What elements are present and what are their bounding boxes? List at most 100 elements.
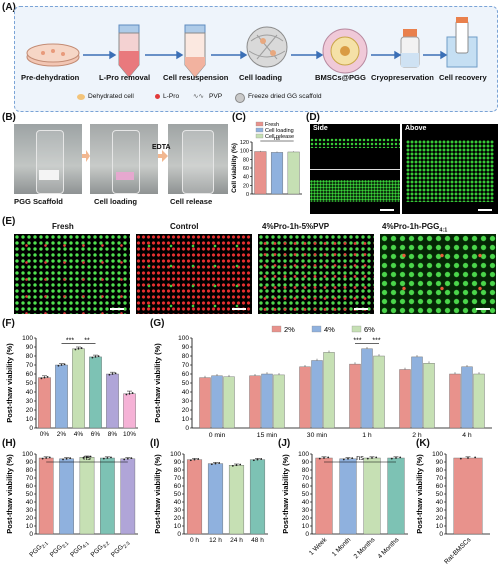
y-tick-label: 100	[178, 335, 189, 342]
legend-label: 6%	[364, 325, 375, 334]
data-point	[114, 372, 117, 375]
significance-label: ***	[66, 338, 74, 345]
x-tick-label: 2 Months	[353, 536, 377, 560]
data-point	[130, 457, 133, 460]
y-tick-label: 70	[174, 475, 182, 482]
bar	[79, 457, 95, 535]
y-tick-label: 100	[22, 451, 33, 458]
panel-f-label: (F)	[2, 318, 15, 329]
data-point	[371, 457, 373, 459]
data-point	[45, 457, 48, 459]
bar	[120, 458, 136, 535]
data-point	[210, 463, 213, 466]
caption-side: Side	[313, 125, 328, 132]
y-tick-label: 80	[182, 353, 190, 360]
y-tick-label: 80	[243, 157, 249, 163]
y-tick-label: 0	[305, 531, 309, 538]
petri-dish-icon	[26, 43, 80, 67]
live-dead-pro-pvp	[258, 234, 374, 314]
y-tick-label: 80	[436, 467, 444, 474]
chart-k: Post-thaw viability (%) 01020304050607080…	[415, 451, 490, 566]
bar	[228, 465, 245, 535]
x-tick-label: 15 min	[257, 432, 278, 439]
bar	[186, 459, 203, 535]
data-point	[94, 356, 97, 358]
caption-fresh: Fresh	[52, 222, 74, 231]
y-tick-label: 50	[436, 491, 444, 498]
scaffold-legend-icon	[235, 93, 245, 103]
y-tick-label: 80	[174, 467, 182, 474]
chart-g: Post-thaw viability (%) 0 10 20 30 40 50 60 70 80…	[153, 325, 492, 439]
bar	[254, 151, 267, 195]
y-tick-label: 90	[302, 459, 310, 466]
y-tick-label: 80	[302, 467, 310, 474]
significance-label: ns	[274, 136, 280, 142]
legend-freeze-dried-scaffold: Freeze dried GG scaffold	[248, 93, 322, 100]
data-point	[214, 462, 217, 465]
y-tick-label: 10	[26, 523, 34, 530]
bar	[38, 457, 54, 535]
y-tick-label: 60	[26, 371, 34, 378]
x-tick-label: 0%	[40, 431, 50, 438]
data-point	[60, 364, 63, 366]
confocal-side-view	[310, 124, 400, 214]
bar	[89, 356, 102, 429]
edta-label: EDTA	[152, 144, 171, 151]
y-tick-label: 100	[170, 451, 181, 458]
x-tick-label: 6%	[91, 431, 101, 438]
y-tick-label: 80	[26, 353, 34, 360]
data-point	[218, 462, 221, 464]
data-point	[375, 456, 378, 459]
data-point	[40, 377, 43, 380]
step-cryopreservation: Cryopreservation	[371, 73, 434, 82]
live-dead-control	[136, 234, 252, 314]
data-point	[347, 457, 349, 460]
y-tick-label: 30	[26, 398, 34, 405]
y-tick-label: 40	[182, 389, 190, 396]
bar	[453, 457, 483, 535]
bar	[349, 363, 361, 429]
step-labels: Pre-dehydration L-Pro removal Cell resus…	[15, 73, 497, 87]
bar	[207, 463, 224, 535]
x-tick-label: 4%	[74, 431, 84, 438]
y-tick-label: 0	[439, 531, 443, 538]
caption-above: Above	[405, 125, 427, 132]
chart-c: Cell viability (%)020406080100120FreshCe…	[231, 121, 302, 198]
bar	[55, 364, 68, 429]
y-axis-label: Post-thaw viability (%)	[153, 454, 162, 534]
bar	[287, 151, 300, 195]
y-tick-label: 60	[436, 483, 444, 490]
y-tick-label: 90	[436, 459, 444, 466]
y-tick-label: 90	[182, 344, 190, 351]
caption-cell-loading: Cell loading	[94, 197, 138, 206]
bar	[211, 375, 223, 429]
data-point	[65, 457, 68, 460]
bar	[361, 348, 373, 429]
significance-label: **	[84, 338, 90, 345]
data-point	[235, 464, 238, 467]
x-tick-label: 10%	[123, 431, 136, 438]
data-point	[260, 458, 263, 460]
chart-f: Post-thaw viability (%) 0 10 20 30 40 50 60 70 80…	[5, 335, 138, 438]
step-cell-loading: Cell loading	[239, 73, 283, 82]
significance-label: ***	[353, 338, 361, 345]
y-tick-label: 40	[26, 499, 34, 506]
y-tick-label: 10	[26, 416, 34, 423]
caption-pgg-scaffold: PGG Scaffold	[14, 197, 63, 206]
y-tick-label: 20	[243, 183, 249, 189]
significance-label: ns	[356, 455, 364, 462]
step-l-pro-removal: L-Pro removal	[99, 73, 151, 82]
y-tick-label: 70	[302, 475, 310, 482]
x-tick-label: 2%	[57, 431, 67, 438]
data-point	[399, 456, 402, 459]
y-tick-label: 60	[26, 483, 34, 490]
legend-l-pro: L-Pro	[163, 93, 180, 100]
y-tick-label: 0	[29, 531, 33, 538]
x-tick-label: 4 Months	[377, 536, 401, 560]
panel-a-label: (A)	[2, 2, 16, 13]
y-tick-label: 50	[174, 491, 182, 498]
caption-cell-release: Cell release	[170, 197, 213, 206]
y-tick-label: 40	[26, 389, 34, 396]
x-tick-label: PGG3:1	[49, 538, 71, 560]
caption-pro-pgg-text: 4%Pro-1h-PGG	[382, 222, 440, 231]
